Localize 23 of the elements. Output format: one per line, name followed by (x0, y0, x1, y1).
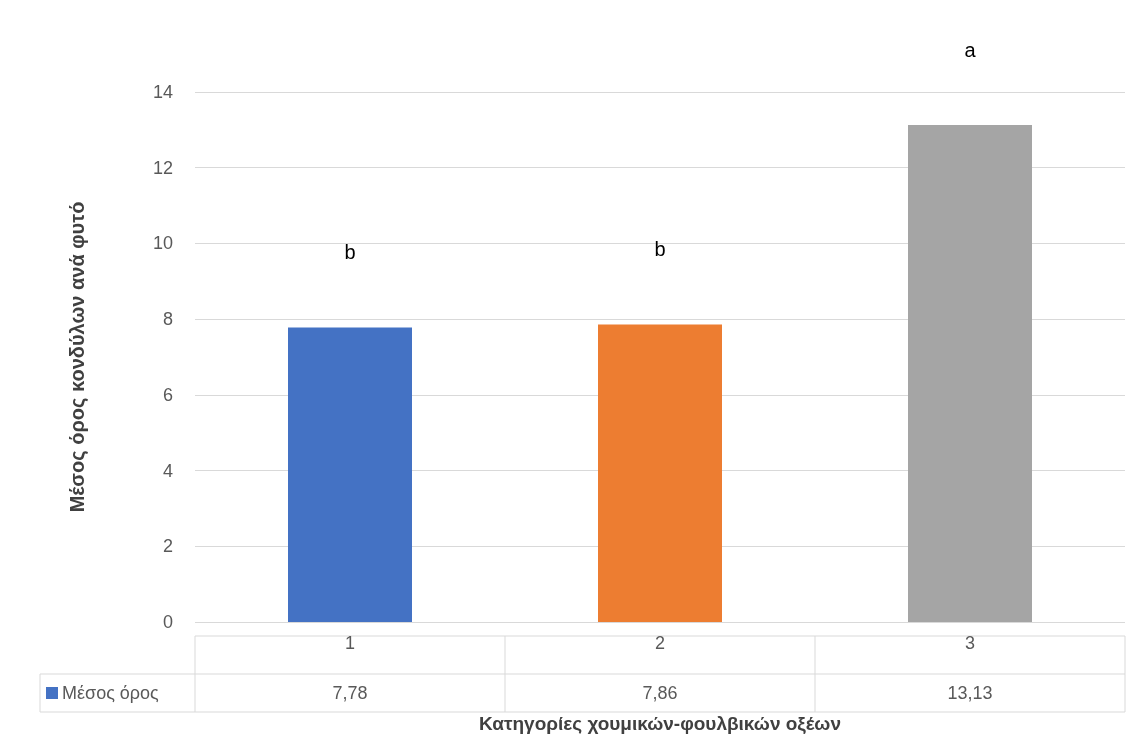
bar (598, 324, 722, 622)
y-tick-label: 2 (162, 536, 173, 557)
x-tick-label: 1 (344, 633, 356, 653)
text: a (964, 38, 977, 61)
data-label: 7,78 (332, 683, 368, 703)
x-axis-title: Κατηγορίες χουμικών-φουλβικών οξέων (479, 713, 841, 735)
x-tick-label: 3 (964, 633, 976, 653)
data-label: 7,86 (642, 683, 678, 703)
y-tick-label: 10 (152, 233, 173, 254)
y-tick-label: 14 (152, 82, 173, 102)
y-tick-label: 0 (162, 612, 173, 632)
data-label: 13,13 (947, 683, 993, 703)
y-tick-label: 8 (162, 309, 173, 330)
y-tick-label: 4 (162, 460, 173, 481)
y-axis-title: Μέσος όρος κονδύλων ανά φυτό (66, 201, 88, 513)
y-tick-label: 12 (152, 157, 173, 178)
x-tick-label: 2 (654, 633, 666, 653)
bar (908, 124, 1032, 622)
annotation: b (654, 238, 666, 261)
annotation: b (344, 241, 356, 264)
legend-label: Μέσος όρος (62, 683, 160, 703)
bar (288, 327, 412, 622)
y-tick-label: 6 (162, 384, 173, 405)
